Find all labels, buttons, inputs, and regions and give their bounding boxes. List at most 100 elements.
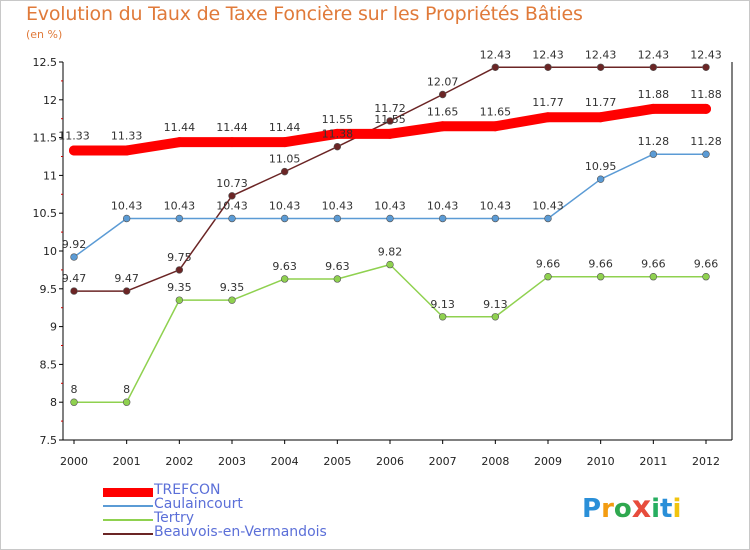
data-label-tertry: 8 xyxy=(71,383,78,396)
y-tick-label: 10 xyxy=(43,245,57,258)
data-label-caulaincourt: 10.43 xyxy=(532,199,564,212)
data-label-beauvois-en-vermandois: 9.75 xyxy=(167,251,192,264)
logo-letter: t xyxy=(660,494,673,524)
x-tick-label: 2002 xyxy=(165,455,193,468)
data-label-beauvois-en-vermandois: 11.72 xyxy=(374,102,406,115)
data-point-caulaincourt xyxy=(702,150,710,158)
data-label-trefcon: 11.55 xyxy=(374,113,406,126)
data-label-caulaincourt: 11.28 xyxy=(638,135,670,148)
data-point-beauvois-en-vermandois xyxy=(702,63,710,71)
data-label-caulaincourt: 10.43 xyxy=(322,199,354,212)
data-point-caulaincourt xyxy=(649,150,658,158)
data-label-beauvois-en-vermandois: 11.38 xyxy=(322,128,354,141)
data-point-trefcon xyxy=(227,137,237,148)
x-tick-label: 2001 xyxy=(113,455,141,468)
data-labels: 9.47 9.47 9.75 10.73 11.05 11.38 11.72 12.07 12.… xyxy=(58,48,722,396)
data-point-caulaincourt xyxy=(386,214,394,223)
data-point-trefcon xyxy=(385,128,395,139)
data-point-tertry xyxy=(544,273,552,281)
data-label-trefcon: 11.77 xyxy=(532,96,564,109)
data-point-tertry xyxy=(228,296,236,304)
series-points xyxy=(69,63,711,406)
data-label-tertry: 9.82 xyxy=(378,246,403,259)
data-label-tertry: 9.66 xyxy=(588,258,613,271)
data-point-trefcon xyxy=(174,137,185,148)
data-label-caulaincourt: 10.43 xyxy=(164,199,196,212)
data-label-trefcon: 11.88 xyxy=(638,88,670,101)
data-label-caulaincourt: 11.28 xyxy=(690,135,722,148)
data-label-tertry: 9.63 xyxy=(272,260,297,273)
data-label-beauvois-en-vermandois: 9.47 xyxy=(62,272,87,285)
data-point-tertry xyxy=(280,275,289,283)
data-point-trefcon xyxy=(279,137,290,148)
y-tick-label: 7.5 xyxy=(40,434,58,447)
data-point-trefcon xyxy=(701,103,711,114)
chart-subtitle: (en %) xyxy=(26,28,63,41)
x-tick-label: 2009 xyxy=(534,455,562,468)
x-tick-label: 2011 xyxy=(639,455,667,468)
legend-label: TREFCON xyxy=(154,482,221,498)
data-point-beauvois-en-vermandois xyxy=(438,90,447,99)
data-label-beauvois-en-vermandois: 12.43 xyxy=(690,48,722,61)
data-label-trefcon: 11.33 xyxy=(58,129,90,142)
data-point-trefcon xyxy=(543,112,553,123)
x-tick-label: 2005 xyxy=(323,455,351,468)
data-point-trefcon xyxy=(437,121,448,132)
data-point-beauvois-en-vermandois xyxy=(544,63,552,71)
data-label-beauvois-en-vermandois: 12.43 xyxy=(532,48,564,61)
data-point-caulaincourt xyxy=(491,214,500,223)
data-point-caulaincourt xyxy=(438,214,447,223)
chart-title: Evolution du Taux de Taxe Foncière sur l… xyxy=(26,3,583,25)
data-point-caulaincourt xyxy=(70,253,78,261)
data-point-beauvois-en-vermandois xyxy=(596,63,605,71)
x-tick-label: 2010 xyxy=(587,455,615,468)
legend-label: Tertry xyxy=(154,510,195,526)
legend-label: Beauvois-en-Vermandois xyxy=(154,524,327,540)
data-point-caulaincourt xyxy=(175,214,184,223)
data-point-caulaincourt xyxy=(544,214,552,223)
data-point-trefcon xyxy=(595,112,606,123)
data-label-trefcon: 11.44 xyxy=(216,121,248,134)
data-label-trefcon: 11.65 xyxy=(480,105,512,118)
logo-letter: i xyxy=(672,494,682,524)
data-point-tertry xyxy=(596,273,605,281)
data-point-caulaincourt xyxy=(596,175,605,183)
data-point-trefcon xyxy=(121,145,132,156)
data-point-beauvois-en-vermandois xyxy=(70,287,78,295)
legend-label: Caulaincourt xyxy=(154,496,243,512)
y-tick-label: 11 xyxy=(43,169,57,182)
x-tick-label: 2000 xyxy=(60,455,88,468)
data-label-beauvois-en-vermandois: 11.05 xyxy=(269,153,301,166)
data-label-tertry: 8 xyxy=(123,383,130,396)
data-point-caulaincourt xyxy=(333,214,342,223)
data-label-caulaincourt: 9.92 xyxy=(62,238,87,251)
data-point-tertry xyxy=(70,398,78,406)
data-point-caulaincourt xyxy=(122,214,131,223)
chart-axes: 7.5 8 8.5 9 9.5 10 10.5 11 11.5 12 12.5 2000 2001 200… xyxy=(33,56,733,468)
data-point-tertry xyxy=(491,313,500,321)
y-tick-label: 8 xyxy=(50,396,57,409)
data-point-beauvois-en-vermandois xyxy=(649,63,658,71)
data-label-tertry: 9.35 xyxy=(220,281,245,294)
logo-letter: r xyxy=(601,494,614,524)
data-label-tertry: 9.13 xyxy=(483,298,508,311)
proxiti-logo: Proxiti xyxy=(582,490,681,525)
data-point-trefcon xyxy=(648,103,659,114)
y-tick-label: 9 xyxy=(50,321,57,334)
y-tick-label: 9.5 xyxy=(40,283,58,296)
data-label-trefcon: 11.44 xyxy=(269,121,301,134)
x-tick-label: 2003 xyxy=(218,455,246,468)
data-point-beauvois-en-vermandois xyxy=(386,117,394,125)
data-point-tertry xyxy=(438,313,447,321)
legend-swatch xyxy=(103,488,153,497)
data-point-tertry xyxy=(122,398,131,406)
y-tick-label: 12 xyxy=(43,94,57,107)
data-point-beauvois-en-vermandois xyxy=(228,192,236,200)
data-label-beauvois-en-vermandois: 12.07 xyxy=(427,76,459,89)
logo-letter: x xyxy=(631,490,652,525)
data-label-tertry: 9.63 xyxy=(325,260,350,273)
data-point-caulaincourt xyxy=(228,214,236,223)
data-point-tertry xyxy=(702,273,710,281)
